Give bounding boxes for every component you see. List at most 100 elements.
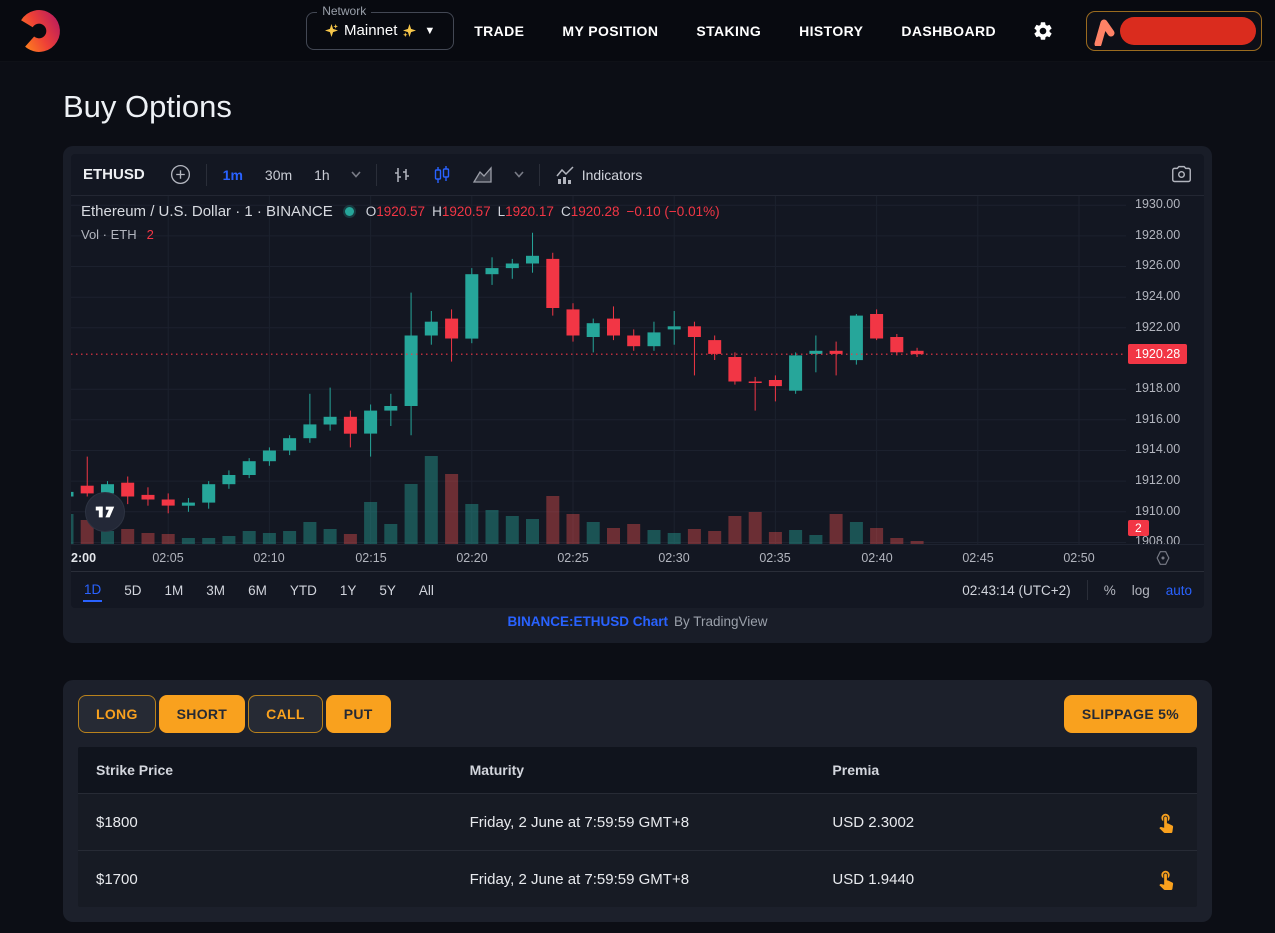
log-scale-button[interactable]: log (1131, 582, 1150, 598)
chart-main: Ethereum / U.S. Dollar · 1 · BINANCE O19… (71, 196, 1204, 544)
price-axis-label: 1928.00 (1135, 228, 1181, 242)
page-title: Buy Options (63, 89, 232, 124)
price-axis-label: 1926.00 (1135, 258, 1181, 272)
main-nav: TRADE MY POSITION STAKING HISTORY DASHBO… (474, 23, 996, 39)
chart-plot-area[interactable]: Ethereum / U.S. Dollar · 1 · BINANCE O19… (71, 196, 1126, 544)
trade-panel: LONG SHORT CALL PUT SLIPPAGE 5% Strike P… (63, 680, 1212, 922)
tap-hand-icon (1159, 870, 1174, 890)
range-3m[interactable]: 3M (206, 582, 226, 598)
time-axis-label: 02:30 (658, 551, 690, 565)
maturity-value: Friday, 2 June at 7:59:59 GMT+8 (469, 813, 690, 831)
tradingview-logo-button[interactable] (85, 492, 125, 532)
price-axis-label: 1922.00 (1135, 320, 1181, 334)
range-selector: 1D 5D 1M 3M 6M YTD 1Y 5Y All (83, 579, 435, 602)
range-5d[interactable]: 5D (124, 582, 142, 598)
nav-item-dashboard[interactable]: DASHBOARD (901, 22, 996, 39)
slippage-button[interactable]: SLIPPAGE 5% (1063, 695, 1197, 733)
tap-hand-icon (1159, 813, 1174, 833)
put-button[interactable]: PUT (325, 695, 391, 733)
range-5y[interactable]: 5Y (379, 582, 396, 598)
price-axis-label: 1916.00 (1135, 412, 1181, 426)
indicators-button[interactable]: Indicators (550, 161, 648, 189)
time-axis-label: 02:20 (456, 551, 488, 565)
price-axis-label: 1918.00 (1135, 381, 1181, 395)
range-1y[interactable]: 1Y (339, 582, 357, 598)
range-6m[interactable]: 6M (248, 582, 267, 598)
short-button[interactable]: SHORT (158, 695, 246, 733)
symbol-label[interactable]: ETHUSD (83, 166, 145, 183)
main-content: Buy Options ETHUSD 1m 30m 1h (0, 89, 1275, 922)
clock-utc[interactable]: 02:43:14 (UTC+2) (962, 582, 1071, 598)
interval-1h[interactable]: 1h (314, 166, 330, 183)
app-logo-icon[interactable] (16, 8, 62, 54)
strike-price-value: $1800 (96, 813, 138, 831)
toolbar-divider (538, 163, 540, 186)
interval-1m[interactable]: 1m (222, 166, 243, 183)
compare-add-icon[interactable] (165, 160, 196, 189)
chart-toolbar: ETHUSD 1m 30m 1h (71, 154, 1204, 196)
time-axis-label: 02:10 (253, 551, 285, 565)
price-axis[interactable]: 1930.00 1928.00 1926.00 1924.00 1922.00 … (1126, 196, 1204, 544)
nav-item-staking[interactable]: STAKING (696, 22, 762, 39)
sparkle-icon (325, 24, 339, 37)
header-strike-price: Strike Price (96, 762, 174, 778)
time-axis-label: 02:05 (152, 551, 184, 565)
interval-menu-chevron-icon[interactable] (346, 167, 366, 182)
percent-scale-button[interactable]: % (1103, 582, 1116, 598)
network-value: Mainnet (344, 22, 398, 39)
wallet-connect-button[interactable] (1086, 10, 1262, 51)
volume-value-badge: 2 (1128, 520, 1149, 536)
footer-divider (1086, 580, 1088, 600)
range-1m[interactable]: 1M (164, 582, 184, 598)
network-select-label: Network (317, 3, 372, 18)
price-axis-label: 1910.00 (1135, 504, 1181, 518)
toolbar-divider (205, 163, 207, 186)
network-select[interactable]: Network Mainnet ▼ (306, 3, 455, 50)
nav-item-trade[interactable]: TRADE (474, 22, 525, 39)
table-row[interactable]: $1800 Friday, 2 June at 7:59:59 GMT+8 US… (78, 793, 1197, 850)
strike-price-value: $1700 (96, 870, 138, 888)
candles-style-icon[interactable] (427, 161, 457, 189)
indicators-icon (556, 165, 574, 184)
price-axis-label: 1908.00 (1135, 534, 1181, 544)
options-table-header: Strike Price Maturity Premia (78, 747, 1197, 793)
call-button[interactable]: CALL (248, 695, 323, 733)
last-price-badge: 1920.28 (1128, 344, 1188, 364)
chart-card: ETHUSD 1m 30m 1h (63, 146, 1212, 643)
price-axis-label: 1912.00 (1135, 473, 1181, 487)
indicators-label: Indicators (581, 166, 643, 183)
chart-footer: 1D 5D 1M 3M 6M YTD 1Y 5Y All 02:43:14 (U… (71, 571, 1204, 608)
premia-value: USD 1.9440 (832, 870, 915, 888)
buy-option-button[interactable] (1153, 809, 1179, 835)
interval-30m[interactable]: 30m (264, 166, 293, 183)
options-table: Strike Price Maturity Premia $1800 Frida… (78, 747, 1197, 907)
axis-settings-icon[interactable] (1154, 549, 1172, 570)
long-button[interactable]: LONG (78, 695, 156, 733)
range-1d[interactable]: 1D (83, 579, 103, 602)
candlestick-chart (71, 196, 1126, 544)
table-row[interactable]: $1700 Friday, 2 June at 7:59:59 GMT+8 US… (78, 850, 1197, 907)
attribution-link[interactable]: BINANCE:ETHUSD Chart (507, 614, 668, 629)
attribution-suffix: By TradingView (673, 614, 768, 629)
range-all[interactable]: All (418, 582, 434, 598)
snapshot-camera-icon[interactable] (1171, 164, 1192, 185)
time-axis[interactable]: 2:00 02:05 02:10 02:15 02:20 02:25 02:30… (71, 544, 1204, 571)
style-menu-chevron-icon[interactable] (509, 167, 529, 182)
time-axis-label: 02:25 (557, 551, 589, 565)
price-axis-label: 1930.00 (1135, 197, 1181, 211)
nav-item-my-position[interactable]: MY POSITION (562, 22, 659, 39)
bars-style-icon[interactable] (387, 161, 417, 189)
price-axis-label: 1924.00 (1135, 289, 1181, 303)
navbar: Network Mainnet ▼ TRADE MY POSITION STAK… (0, 0, 1275, 62)
tradingview-widget: ETHUSD 1m 30m 1h (71, 154, 1204, 608)
chevron-down-icon: ▼ (424, 24, 436, 37)
nav-item-history[interactable]: HISTORY (799, 22, 864, 39)
buy-option-button[interactable] (1153, 866, 1179, 892)
auto-scale-button[interactable]: auto (1165, 582, 1192, 598)
header-maturity: Maturity (469, 762, 525, 778)
settings-gear-icon[interactable] (1032, 20, 1054, 42)
range-ytd[interactable]: YTD (289, 582, 317, 598)
direction-type-selector: LONG SHORT CALL PUT SLIPPAGE 5% (78, 695, 1197, 733)
area-style-icon[interactable] (467, 162, 499, 188)
toolbar-divider (375, 163, 377, 186)
